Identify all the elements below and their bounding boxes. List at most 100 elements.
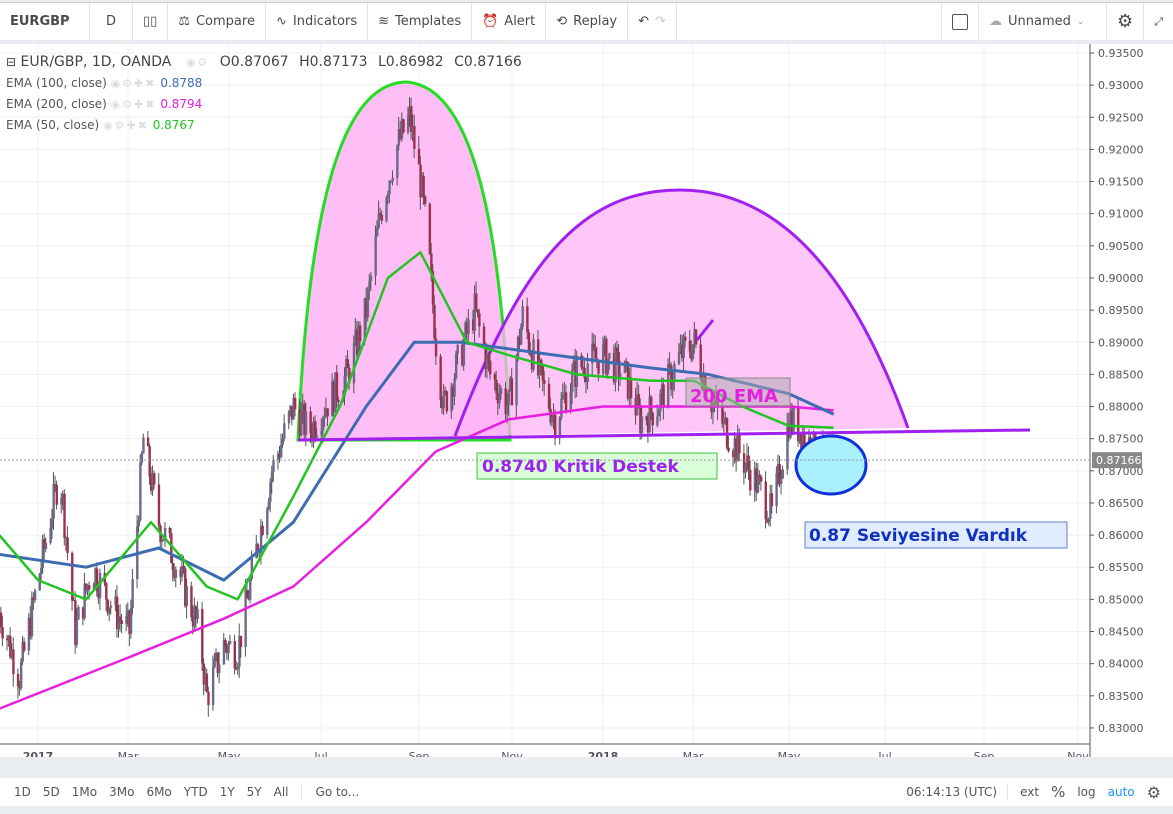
range-1y[interactable]: 1Y: [219, 785, 235, 799]
candle-body: [679, 344, 682, 353]
candle-body: [94, 568, 97, 585]
candle-body: [424, 196, 427, 204]
candle-body: [571, 369, 574, 392]
candle-body: [9, 635, 12, 658]
alert-button[interactable]: ⏰ Alert: [472, 2, 547, 41]
range-1mo[interactable]: 1Mo: [71, 785, 98, 799]
compare-button[interactable]: ⚖ Compare: [168, 2, 266, 41]
candle-body: [105, 582, 108, 600]
symbol-search[interactable]: EURGBP: [0, 2, 90, 41]
study-name[interactable]: EMA (50, close): [6, 118, 100, 132]
study-name[interactable]: EMA (100, close): [6, 76, 107, 90]
log-toggle[interactable]: log: [1077, 785, 1096, 799]
chart-type-button[interactable]: ▯▯: [133, 2, 169, 41]
candle-body: [636, 394, 639, 416]
support-label-box: [476, 452, 718, 480]
range-6mo[interactable]: 6Mo: [146, 785, 172, 799]
alarm-clock-icon: ⏰: [482, 14, 499, 29]
candle-body: [594, 347, 597, 359]
auto-toggle[interactable]: auto: [1107, 785, 1135, 799]
goto-button[interactable]: Go to...: [315, 785, 360, 799]
candle-body: [650, 396, 653, 413]
candle-body: [304, 411, 308, 435]
candle-body: [684, 336, 687, 341]
candle-body: [597, 359, 600, 374]
candle-body: [157, 484, 161, 526]
candle-body: [461, 344, 464, 366]
candle-body: [228, 641, 232, 644]
replay-button[interactable]: ⟲ Replay: [546, 2, 629, 41]
candle-body: [670, 365, 673, 390]
range-5d[interactable]: 5D: [42, 785, 60, 799]
candle-body: [645, 416, 648, 420]
candle-body: [92, 584, 96, 590]
percent-toggle[interactable]: %: [1051, 783, 1066, 801]
candle-body: [615, 347, 619, 352]
candle-body: [30, 597, 34, 637]
study-name[interactable]: EMA (200, close): [6, 97, 107, 111]
candle-body: [584, 378, 588, 383]
price-tick-label: 0.84000: [1098, 658, 1144, 671]
candle-body: [315, 435, 319, 438]
candle-body: [269, 482, 272, 502]
fullscreen-toggle[interactable]: [942, 2, 980, 41]
candle-body: [493, 374, 497, 380]
candle-body: [659, 392, 662, 411]
candle-body: [552, 414, 555, 417]
candle-body: [803, 431, 806, 445]
chart-svg[interactable]: 0.93500 0.93000 0.92500 0.92000 0.91500 0.910…: [0, 44, 1173, 763]
series-buttons[interactable]: ◉⚙: [185, 56, 210, 69]
candle-body: [798, 433, 802, 442]
candle-body: [758, 474, 761, 477]
candle-body: [162, 539, 165, 541]
candle-body: [591, 343, 594, 364]
chart-area[interactable]: 0.93500 0.93000 0.92500 0.92000 0.91500 0.910…: [0, 44, 1173, 763]
candle-body: [668, 363, 671, 366]
candle-body: [216, 652, 219, 673]
collapse-icon[interactable]: ⊟: [6, 55, 17, 69]
range-5y[interactable]: 5Y: [246, 785, 262, 799]
interval-button[interactable]: D: [90, 2, 134, 41]
candle-body: [581, 367, 585, 369]
study-buttons[interactable]: ◉⚙✚✖: [102, 119, 149, 132]
ohlc-high: H0.87173: [299, 54, 368, 70]
study-buttons[interactable]: ◉⚙✚✖: [110, 77, 157, 90]
candle-body: [509, 378, 512, 390]
range-all[interactable]: All: [268, 785, 302, 799]
candle-body: [554, 414, 557, 439]
redo-icon[interactable]: ↷: [655, 14, 666, 29]
maximize-button[interactable]: ⤢: [1144, 3, 1173, 41]
candle-body: [688, 340, 692, 352]
time-tick-label: Sep: [409, 750, 430, 757]
time-tick-label: Nov: [1067, 750, 1089, 757]
study-buttons[interactable]: ◉⚙✚✖: [110, 98, 157, 111]
candle-body: [207, 691, 210, 705]
templates-button[interactable]: ≋ Templates: [368, 2, 473, 41]
candle-body: [451, 386, 455, 397]
price-tick-label: 0.88500: [1098, 368, 1144, 381]
range-ytd[interactable]: YTD: [183, 785, 208, 799]
settings-button[interactable]: ⚙: [1107, 2, 1145, 41]
price-tick-label: 0.90000: [1098, 272, 1144, 285]
axis-settings-gear-icon[interactable]: ⚙: [1146, 782, 1161, 802]
candle-body: [40, 567, 43, 575]
time-tick-label: May: [218, 750, 241, 757]
candle-body: [61, 493, 65, 498]
candle-body: [549, 408, 552, 423]
series-title[interactable]: EUR/GBP, 1D, OANDA: [20, 54, 172, 70]
layout-name-button[interactable]: ☁ Unnamed ⌄: [979, 2, 1108, 41]
candle-body: [450, 386, 453, 412]
range-1d[interactable]: 1D: [14, 785, 31, 799]
candles-icon: ▯▯: [143, 14, 158, 29]
ohlc-open: O0.87067: [219, 54, 289, 70]
time-tick-label: 2017: [23, 750, 54, 757]
candle-body: [278, 453, 281, 458]
indicators-button[interactable]: ∿ Indicators: [266, 2, 369, 41]
ext-toggle[interactable]: ext: [1020, 785, 1040, 799]
last-price-badge: [1092, 452, 1142, 469]
range-3mo[interactable]: 3Mo: [109, 785, 135, 799]
undo-icon[interactable]: ↶: [638, 14, 650, 29]
candle-body: [564, 392, 568, 412]
candle-body: [580, 355, 583, 368]
price-tick-label: 0.85000: [1098, 593, 1144, 606]
